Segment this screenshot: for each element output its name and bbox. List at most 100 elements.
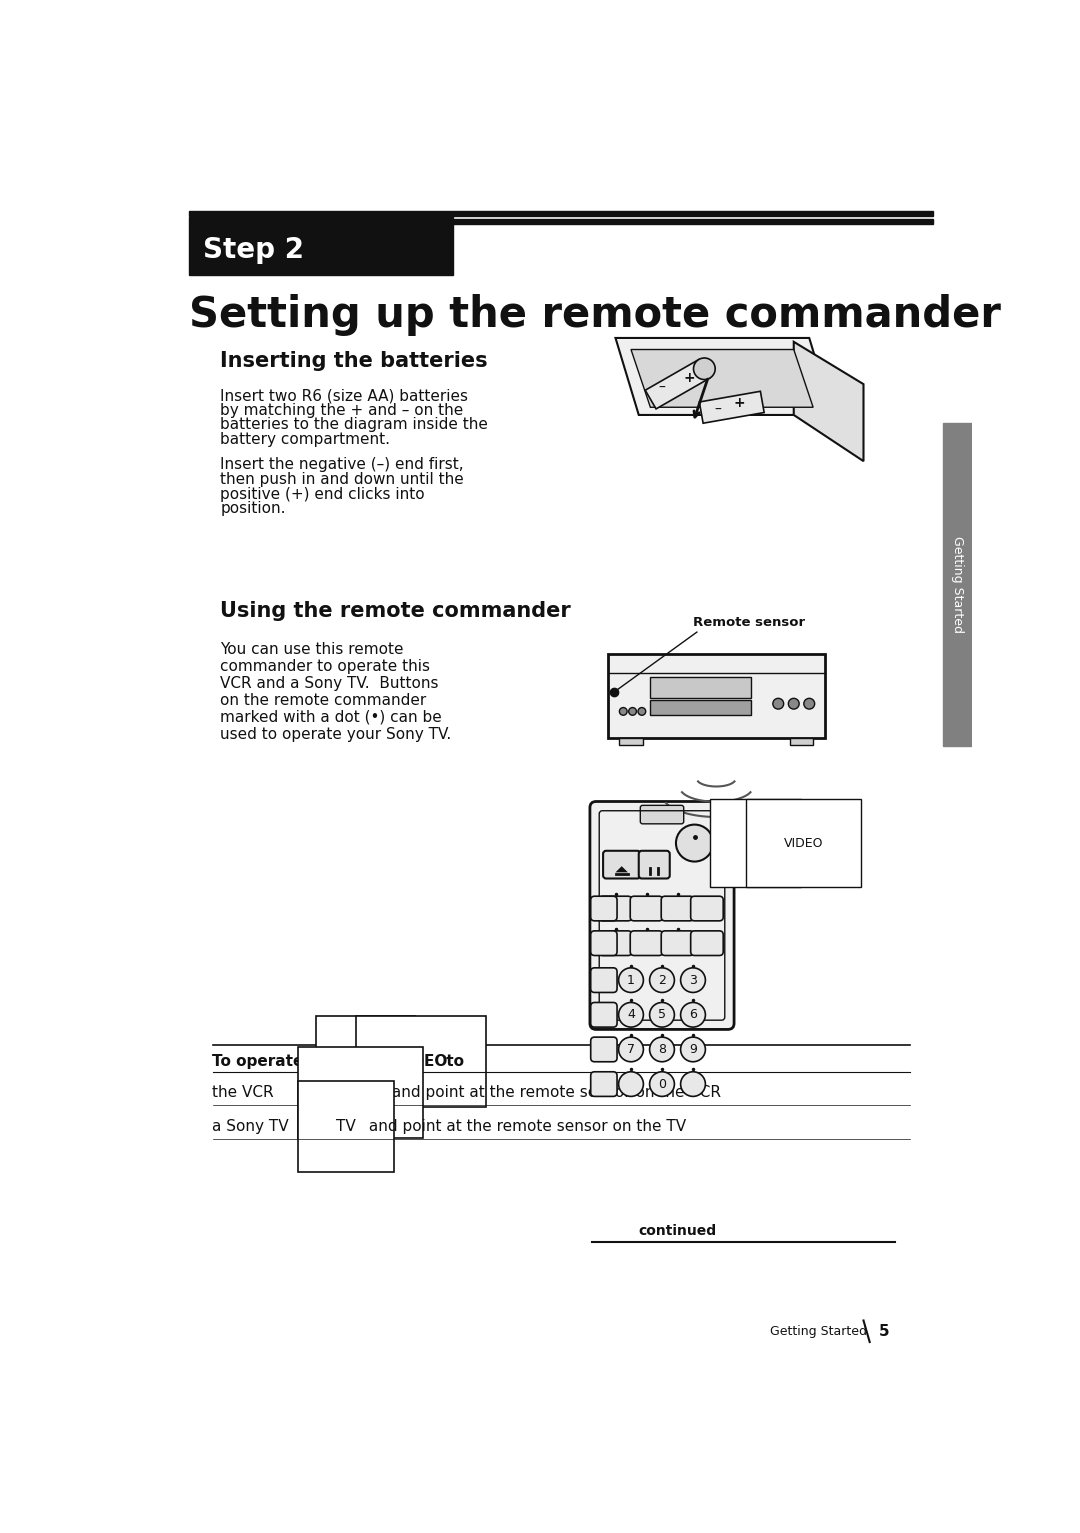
Bar	[608, 653, 825, 739]
Text: and point at the remote sensor on the VCR: and point at the remote sensor on the VC…	[387, 1085, 720, 1101]
FancyBboxPatch shape	[638, 851, 670, 878]
Text: 0: 0	[658, 1078, 666, 1090]
Circle shape	[619, 1072, 644, 1096]
Circle shape	[619, 967, 644, 992]
Circle shape	[680, 1003, 705, 1027]
Circle shape	[649, 967, 674, 992]
Text: –: –	[714, 403, 721, 417]
Bar	[650, 676, 751, 699]
Circle shape	[680, 1072, 705, 1096]
Text: 5: 5	[879, 1325, 890, 1338]
FancyBboxPatch shape	[631, 897, 663, 921]
Polygon shape	[794, 342, 864, 461]
Text: Step 2: Step 2	[203, 236, 305, 264]
Polygon shape	[616, 337, 833, 415]
Polygon shape	[700, 391, 765, 423]
Text: 4: 4	[627, 1009, 635, 1021]
Text: /: /	[771, 837, 783, 849]
FancyBboxPatch shape	[661, 897, 693, 921]
Circle shape	[649, 1038, 674, 1062]
Polygon shape	[631, 350, 813, 408]
Text: commander to operate this: commander to operate this	[220, 659, 430, 675]
Text: Getting Started: Getting Started	[770, 1325, 867, 1338]
Text: TV: TV	[337, 1119, 356, 1134]
Text: used to operate your Sony TV.: used to operate your Sony TV.	[220, 727, 451, 742]
Bar	[789, 739, 813, 745]
Text: Insert the negative (–) end first,: Insert the negative (–) end first,	[220, 457, 464, 472]
Text: VIDEO: VIDEO	[337, 1085, 384, 1101]
Text: positive (+) end clicks into: positive (+) end clicks into	[220, 486, 424, 501]
Text: and point at the remote sensor on the TV: and point at the remote sensor on the TV	[364, 1119, 686, 1134]
Circle shape	[629, 708, 636, 716]
Circle shape	[649, 1003, 674, 1027]
FancyBboxPatch shape	[591, 1072, 617, 1096]
Text: batteries to the diagram inside the: batteries to the diagram inside the	[220, 417, 488, 432]
Text: –: –	[659, 382, 665, 396]
Circle shape	[680, 1038, 705, 1062]
Text: +: +	[733, 396, 745, 409]
Text: then push in and down until the: then push in and down until the	[220, 472, 464, 487]
Text: Remote sensor: Remote sensor	[693, 616, 805, 630]
Text: 9: 9	[689, 1042, 697, 1056]
Bar	[453, 219, 933, 224]
Text: 2: 2	[658, 973, 666, 987]
Text: VIDEO: VIDEO	[394, 1055, 448, 1069]
Text: the VCR: the VCR	[213, 1085, 274, 1101]
Bar	[619, 739, 643, 745]
Text: on the remote commander: on the remote commander	[220, 693, 427, 708]
Text: position.: position.	[220, 501, 286, 517]
FancyBboxPatch shape	[640, 805, 684, 823]
Text: by matching the + and – on the: by matching the + and – on the	[220, 403, 463, 417]
Text: to: to	[441, 1055, 464, 1069]
Circle shape	[619, 1003, 644, 1027]
FancyBboxPatch shape	[661, 931, 693, 955]
Text: 8: 8	[658, 1042, 666, 1056]
Text: +: +	[684, 371, 694, 385]
Text: VIDEO: VIDEO	[784, 837, 823, 849]
Text: Insert two R6 (size AA) batteries: Insert two R6 (size AA) batteries	[220, 388, 469, 403]
Text: 1: 1	[627, 973, 635, 987]
FancyBboxPatch shape	[599, 931, 632, 955]
Circle shape	[693, 359, 715, 380]
Text: battery compartment.: battery compartment.	[220, 432, 390, 448]
Circle shape	[804, 699, 814, 710]
FancyBboxPatch shape	[590, 802, 734, 1030]
Text: a Sony TV: a Sony TV	[213, 1119, 289, 1134]
Circle shape	[680, 967, 705, 992]
Text: You can use this remote: You can use this remote	[220, 642, 404, 658]
Circle shape	[649, 1072, 674, 1096]
Bar	[943, 423, 972, 747]
Bar	[650, 701, 751, 716]
Circle shape	[619, 1038, 644, 1062]
Text: continued: continued	[638, 1225, 716, 1239]
FancyBboxPatch shape	[603, 851, 640, 878]
FancyBboxPatch shape	[591, 1038, 617, 1062]
Text: Setting up the remote commander: Setting up the remote commander	[189, 294, 1001, 336]
Text: TV: TV	[747, 837, 764, 849]
Text: Inserting the batteries: Inserting the batteries	[220, 351, 488, 371]
FancyBboxPatch shape	[591, 967, 617, 992]
Text: 5: 5	[658, 1009, 666, 1021]
FancyBboxPatch shape	[591, 1003, 617, 1027]
Text: 7: 7	[627, 1042, 635, 1056]
Circle shape	[619, 708, 627, 716]
Circle shape	[788, 699, 799, 710]
Bar	[189, 212, 933, 216]
Circle shape	[773, 699, 784, 710]
Text: marked with a dot (•) can be: marked with a dot (•) can be	[220, 710, 442, 725]
FancyBboxPatch shape	[591, 897, 617, 921]
Text: 6: 6	[689, 1009, 697, 1021]
Text: Using the remote commander: Using the remote commander	[220, 601, 571, 621]
Text: VCR and a Sony TV.  Buttons: VCR and a Sony TV. Buttons	[220, 676, 438, 691]
Circle shape	[638, 708, 646, 716]
Bar	[189, 218, 453, 274]
Polygon shape	[645, 359, 710, 409]
FancyBboxPatch shape	[691, 897, 724, 921]
FancyBboxPatch shape	[599, 897, 632, 921]
FancyBboxPatch shape	[691, 931, 724, 955]
FancyBboxPatch shape	[631, 931, 663, 955]
Text: TV: TV	[354, 1055, 377, 1069]
Circle shape	[676, 825, 713, 862]
Text: /: /	[379, 1055, 395, 1069]
Text: Getting Started: Getting Started	[951, 537, 964, 633]
